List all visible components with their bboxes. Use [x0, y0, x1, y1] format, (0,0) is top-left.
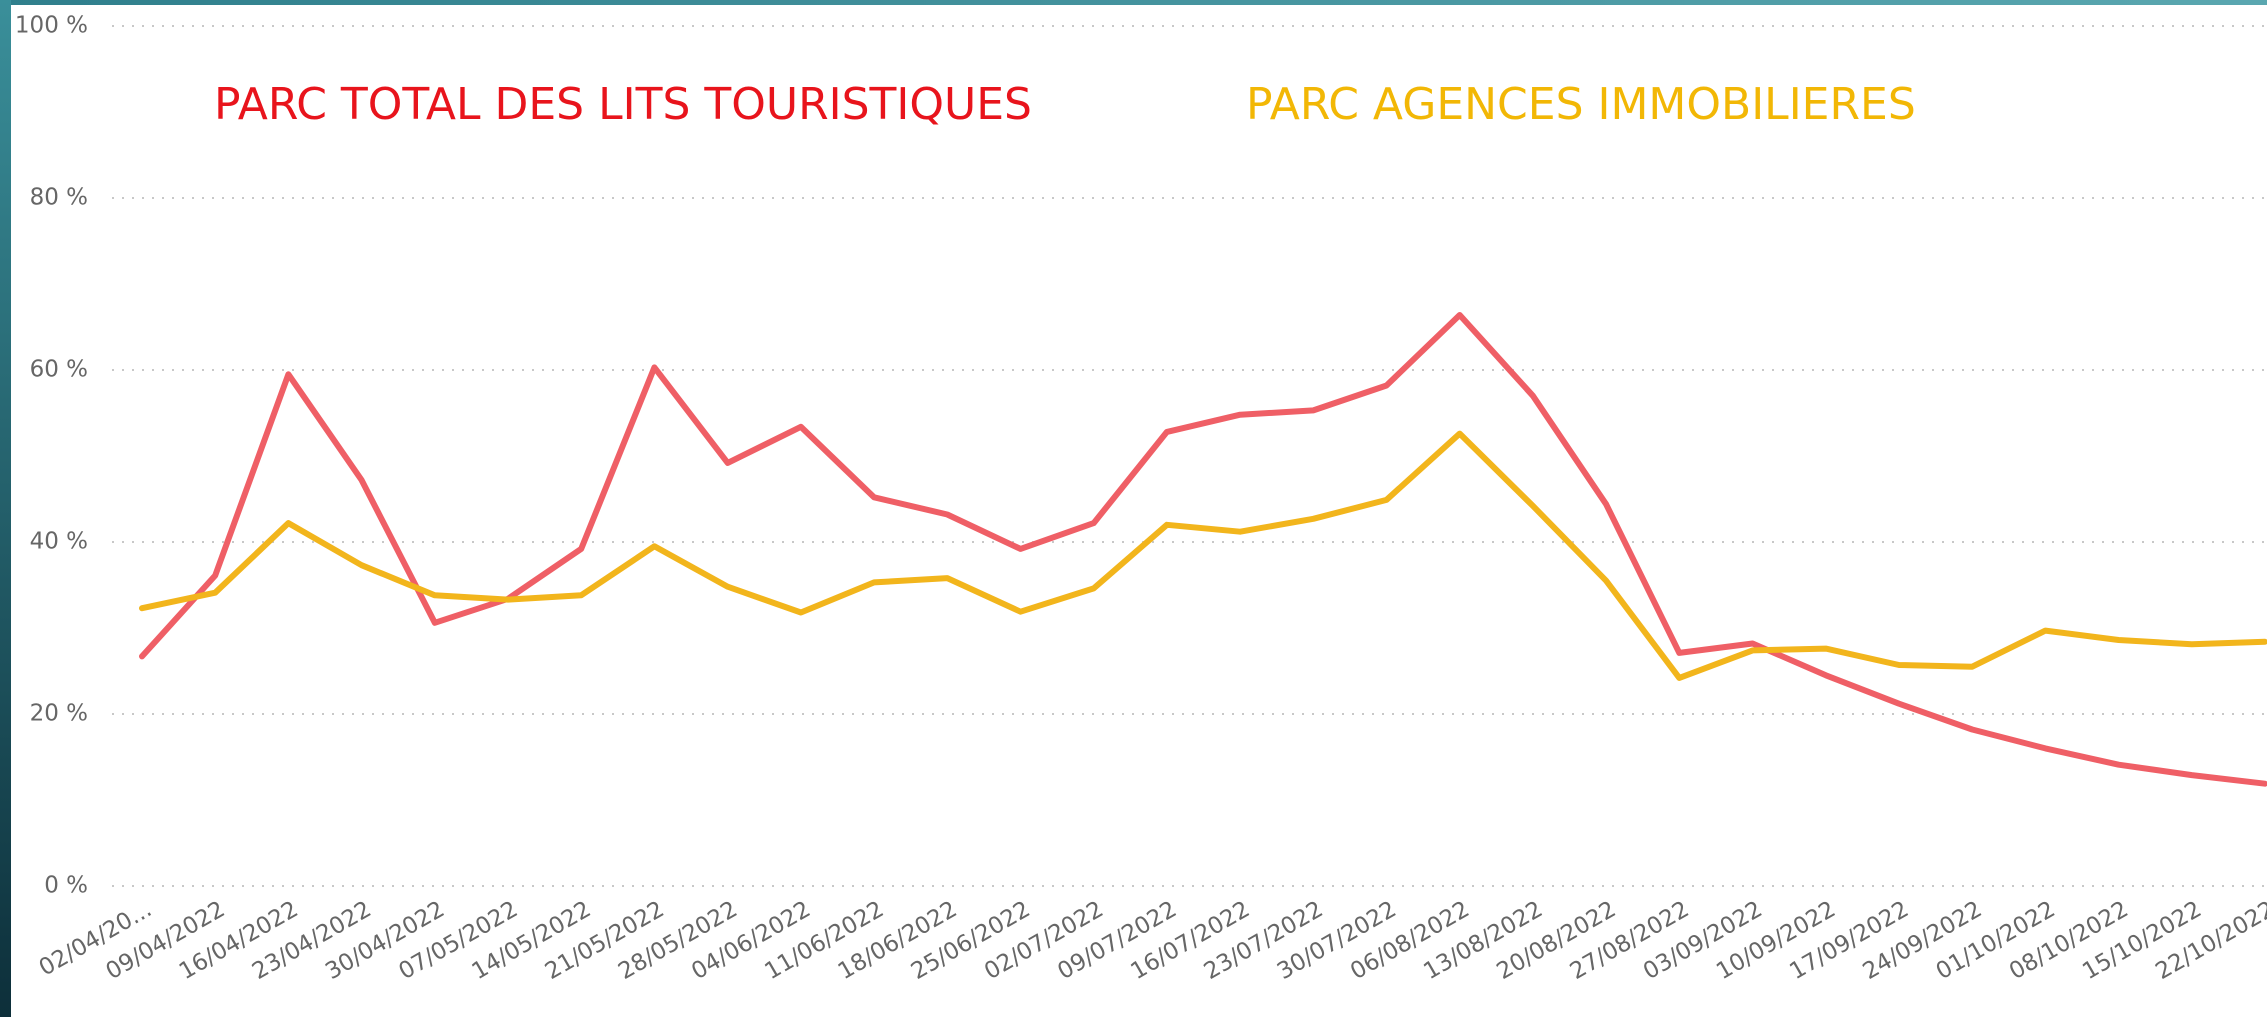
legend-label: PARC TOTAL DES LITS TOURISTIQUES — [214, 79, 1032, 130]
y-tick-label: 60 % — [30, 357, 88, 383]
legend-label: PARC AGENCES IMMOBILIERES — [1246, 79, 1916, 130]
left-border — [0, 0, 11, 1017]
series-line — [139, 312, 2267, 787]
y-tick-label: 100 % — [15, 13, 88, 39]
y-tick-label: 80 % — [30, 185, 88, 211]
top-border — [0, 0, 2267, 5]
y-tick-label: 0 % — [44, 873, 88, 899]
y-tick-label: 40 % — [30, 529, 88, 555]
y-tick-label: 20 % — [30, 701, 88, 727]
series-line — [139, 430, 2267, 681]
